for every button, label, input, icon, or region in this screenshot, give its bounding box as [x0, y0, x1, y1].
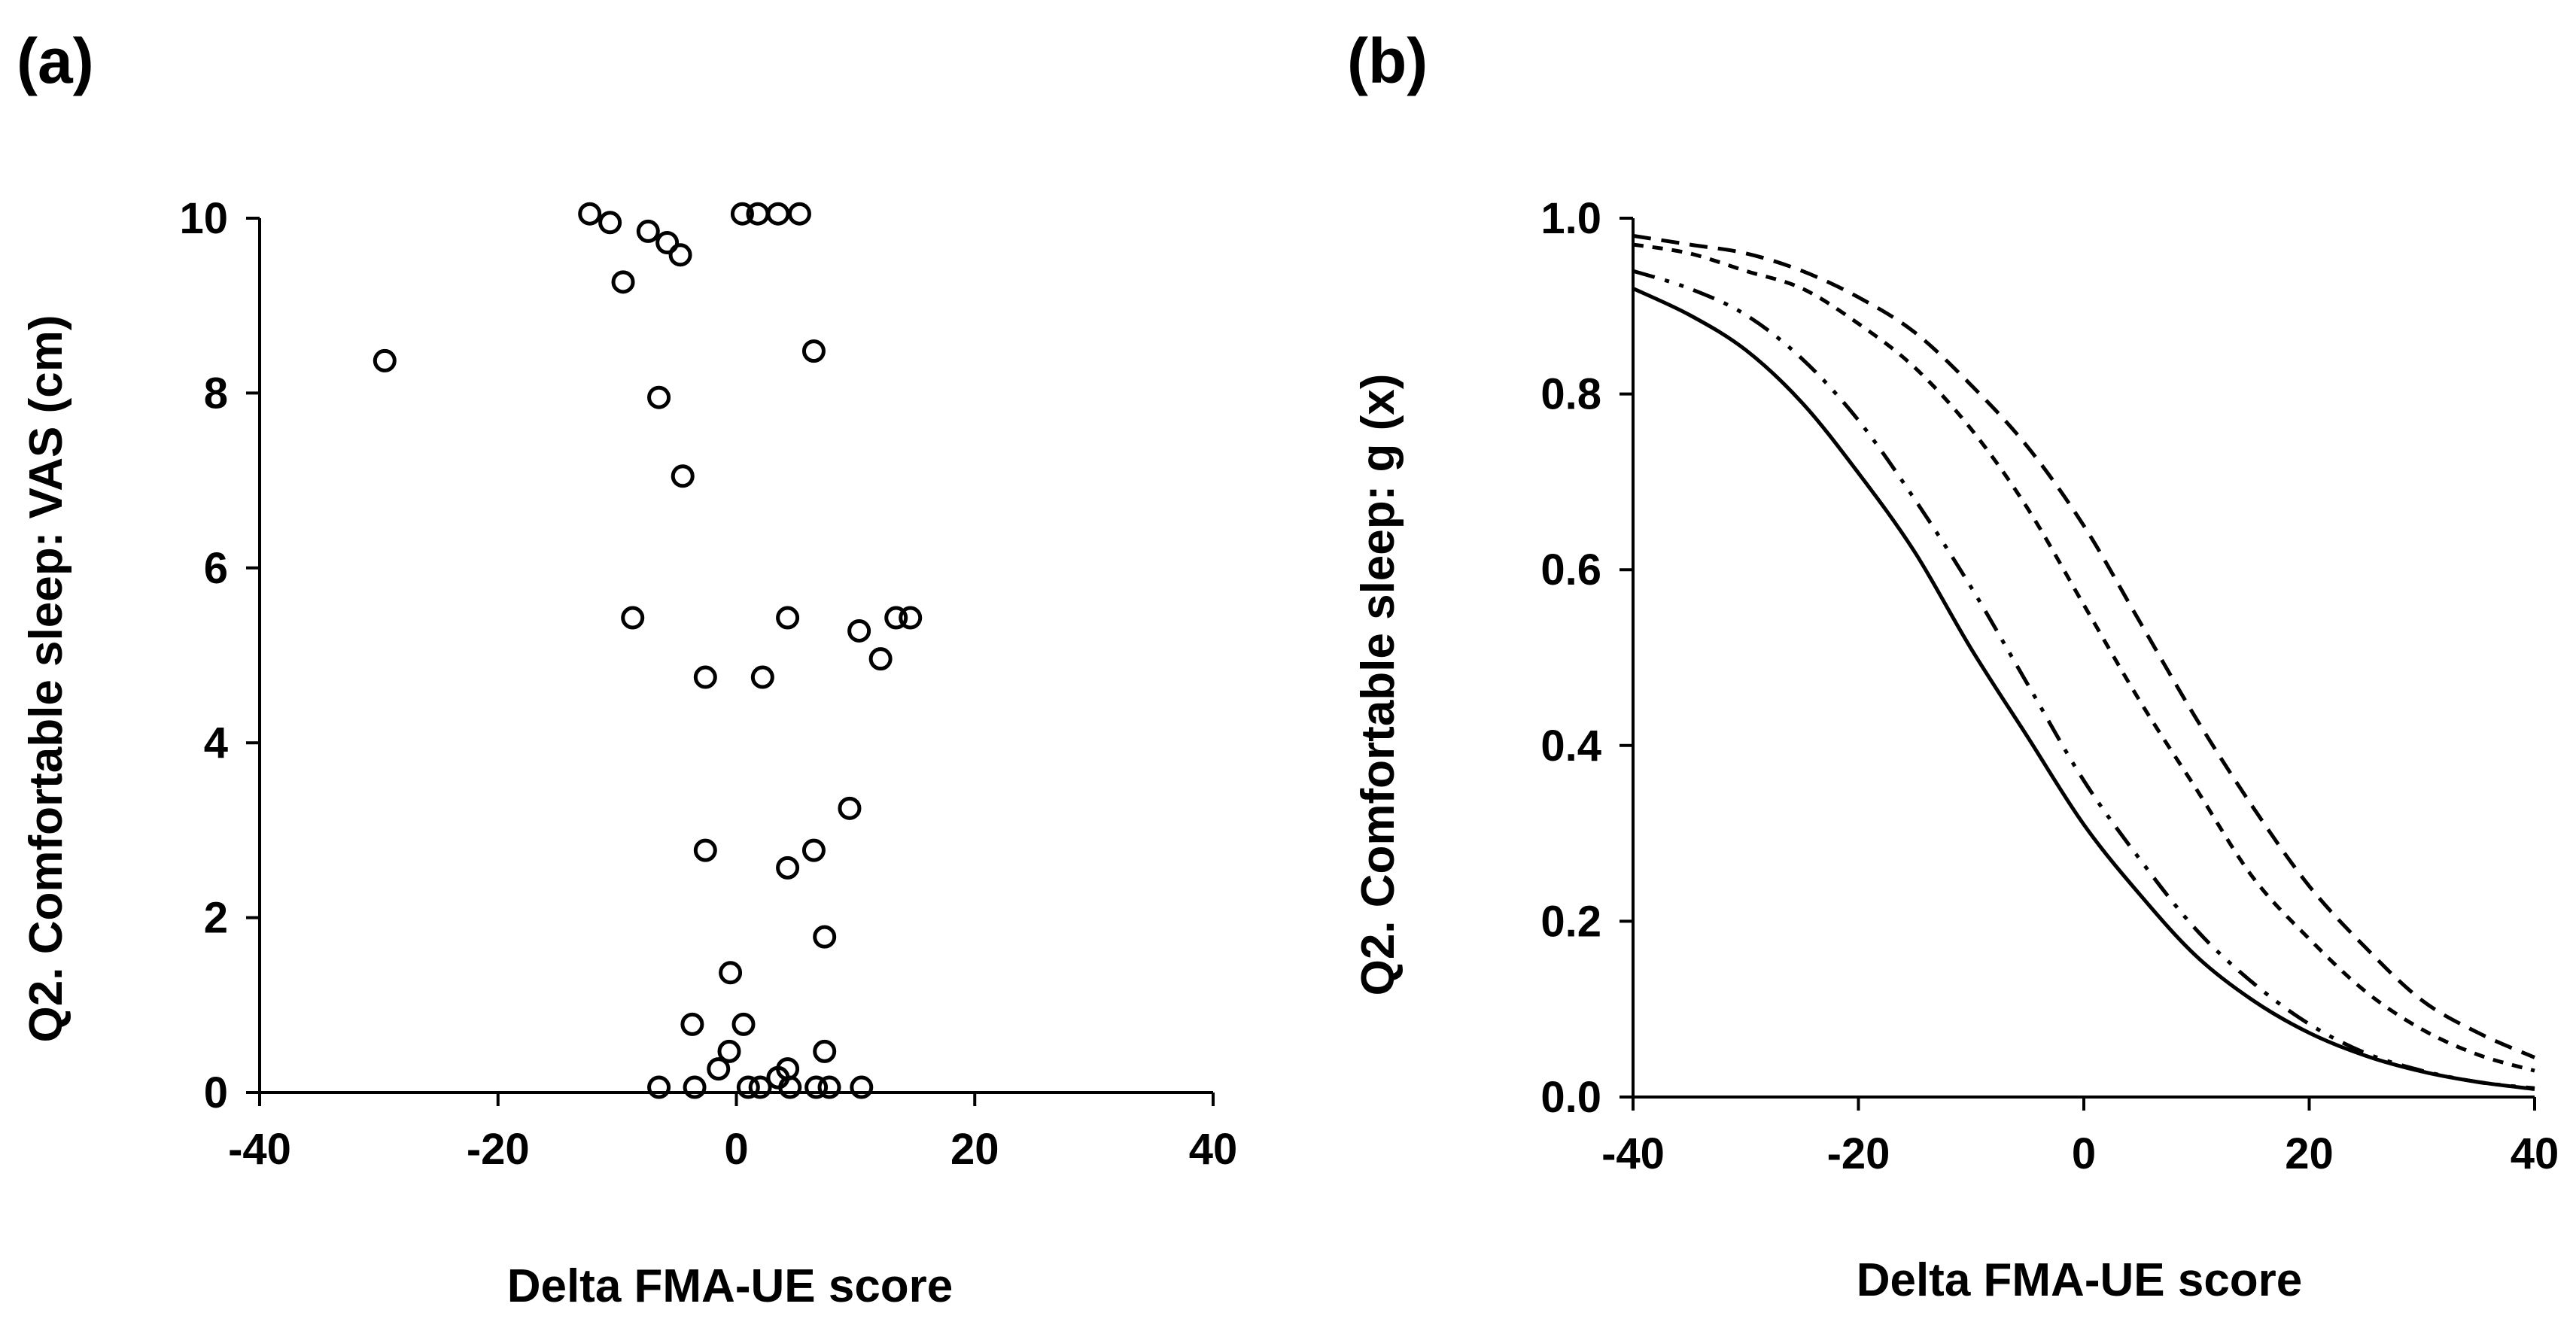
panel-b-line-chart: (b) Delta FMA-UE score Q2. Comfortable s…	[1347, 26, 2559, 1306]
panel-a-label: (a)	[17, 26, 94, 96]
panel-b-y-tick-label: 0.0	[1540, 1073, 1601, 1122]
panel-a-x-axis-title: Delta FMA-UE score	[507, 1260, 953, 1312]
scatter-point	[850, 1075, 874, 1099]
scatter-point	[736, 1075, 760, 1099]
series-line-dash-dot-dot	[1632, 269, 2535, 1090]
panel-b-y-tick-label: 0.4	[1540, 722, 1601, 770]
panel-b-x-tick-label: 20	[2285, 1129, 2334, 1178]
scatter-point	[748, 1075, 772, 1099]
scatter-point	[668, 243, 692, 267]
panel-b-label: (b)	[1347, 26, 1428, 96]
panel-b-tick-labels: 0.0 0.2 0.4 0.6 0.8 1.0 -40 -20 0 20 40	[1540, 194, 2559, 1178]
panel-b-y-tick-label: 0.6	[1540, 545, 1601, 594]
scatter-point	[787, 202, 811, 226]
scatter-point	[636, 219, 660, 243]
scatter-point	[801, 838, 826, 862]
panel-b-axes	[1620, 217, 2536, 1111]
panel-b-x-axis-title: Delta FMA-UE score	[1857, 1254, 2303, 1306]
scatter-point	[680, 1012, 704, 1036]
scatter-point	[868, 647, 893, 671]
scatter-point	[719, 961, 743, 985]
panel-a-data-points	[373, 202, 923, 1099]
panel-b-y-tick-label: 0.2	[1540, 897, 1601, 946]
series-line-solid	[1632, 287, 2535, 1091]
panel-a-x-tick-label: -40	[228, 1125, 291, 1174]
scatter-point	[647, 1075, 671, 1099]
series-line-dash	[1632, 233, 2535, 1059]
panel-a-y-tick-label: 2	[204, 894, 228, 943]
panel-a-x-tick-label: 40	[1189, 1125, 1238, 1174]
scatter-point	[707, 1057, 731, 1081]
panel-b-y-tick-label: 0.8	[1540, 370, 1601, 419]
panel-b-y-tick-label: 1.0	[1540, 194, 1601, 243]
panel-a-scatter: (a) Delta FMA-UE score Q2. Comfortable s…	[17, 26, 1237, 1312]
scatter-point	[693, 665, 717, 689]
scatter-point	[884, 606, 908, 630]
panel-b-x-tick-label: 40	[2511, 1129, 2559, 1178]
panel-a-axes	[246, 217, 1215, 1106]
scatter-point	[776, 606, 800, 630]
scatter-point	[655, 231, 680, 255]
panel-b-x-tick-label: -40	[1601, 1129, 1665, 1178]
scatter-point	[804, 1075, 829, 1099]
scatter-point	[373, 348, 397, 372]
scatter-point	[801, 339, 826, 363]
scatter-point	[776, 855, 800, 880]
scatter-point	[611, 270, 635, 294]
scatter-point	[813, 925, 837, 949]
scatter-point	[750, 665, 774, 689]
panel-a-tick-labels: 0 2 4 6 8 10 -40 -20 0 20 40	[179, 194, 1237, 1174]
panel-a-y-tick-label: 4	[204, 719, 228, 767]
scatter-point	[731, 1012, 756, 1036]
scatter-point	[578, 202, 602, 226]
scatter-point	[778, 1075, 802, 1099]
scatter-point	[693, 838, 717, 862]
panel-b-y-axis-title: Q2. Comfortable sleep: g (x)	[1352, 374, 1404, 996]
panel-a-y-axis-title: Q2. Comfortable sleep: VAS (cm)	[20, 315, 72, 1043]
scatter-point	[671, 464, 695, 488]
panel-a-y-tick-label: 8	[204, 369, 228, 418]
panel-b-x-tick-label: -20	[1827, 1129, 1890, 1178]
scatter-point	[766, 202, 790, 226]
scatter-point	[817, 1075, 841, 1099]
scatter-point	[717, 1039, 741, 1063]
scatter-point	[730, 202, 754, 226]
panel-b-series-lines	[1632, 233, 2535, 1091]
scatter-point	[899, 606, 923, 630]
panel-a-x-tick-label: 0	[724, 1125, 748, 1174]
panel-a-y-tick-label: 10	[179, 194, 228, 243]
panel-a-x-tick-label: -20	[467, 1125, 530, 1174]
scatter-point	[847, 618, 871, 643]
scatter-point	[683, 1075, 707, 1099]
scatter-point	[598, 211, 622, 235]
scatter-point	[621, 606, 645, 630]
panel-b-x-tick-label: 0	[2072, 1129, 2096, 1178]
panel-a-y-tick-label: 6	[204, 544, 228, 593]
scatter-point	[647, 385, 671, 409]
panel-a-y-tick-label: 0	[204, 1068, 228, 1117]
scatter-point	[838, 796, 862, 820]
panel-a-x-tick-label: 20	[950, 1125, 999, 1174]
scatter-point	[813, 1039, 837, 1063]
